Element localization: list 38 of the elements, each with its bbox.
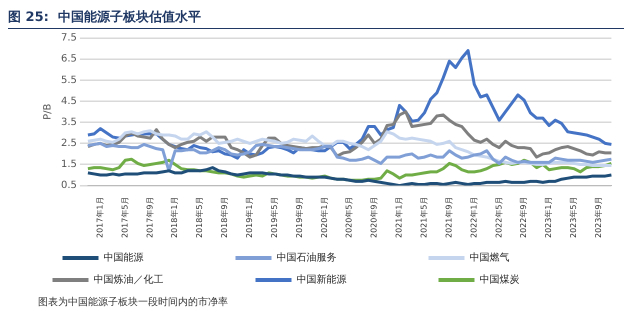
x-tick-label: 2023年1月 <box>544 196 554 238</box>
legend-label: 中国石油服务 <box>276 252 416 264</box>
x-tick-label: 2022年5月 <box>494 196 504 238</box>
x-tick-label: 2017年5月 <box>120 196 130 238</box>
x-tick-label: 2021年1月 <box>394 196 404 238</box>
y-tick-label: 4.5 <box>60 96 77 107</box>
x-tick-label: 2017年1月 <box>95 196 104 238</box>
x-tick-label: 2020年1月 <box>320 196 329 238</box>
x-tick-label: 2020年5月 <box>344 196 354 238</box>
x-tick-label: 2019年9月 <box>294 196 304 238</box>
x-tick-label: 2019年5月 <box>270 196 279 238</box>
y-tick-label: 3.5 <box>60 116 77 128</box>
x-tick-label: 2022年9月 <box>519 196 528 238</box>
y-tick-label: 6.5 <box>60 54 77 65</box>
x-tick-label: 2021年5月 <box>420 196 429 238</box>
x-tick-label: 2019年1月 <box>245 196 254 238</box>
x-tick-label: 2021年9月 <box>444 196 454 238</box>
y-tick-label: 5.5 <box>60 74 77 86</box>
y-tick-label: 1.5 <box>60 159 77 170</box>
legend-label: 中国煤炭 <box>480 274 600 286</box>
y-tick-label: 2.5 <box>60 138 77 149</box>
x-tick-label: 2023年9月 <box>594 196 604 238</box>
legend-label: 中国新能源 <box>296 274 426 286</box>
legend-label: 中国能源 <box>104 252 224 264</box>
x-tick-label: 2022年1月 <box>469 196 478 238</box>
text: 图表为中国能源子板块一段时间内的市净率 <box>37 296 229 309</box>
legend-label: 中国炼油／化工 <box>94 274 244 286</box>
x-tick-label: 2017年9月 <box>145 196 154 238</box>
y-tick-label: 7.5 <box>60 32 77 44</box>
x-tick-label: 2018年1月 <box>170 196 180 238</box>
x-tick-label: 2018年5月 <box>195 196 204 238</box>
x-tick-label: 2023年5月 <box>569 196 578 238</box>
y-axis-title: P/B <box>42 104 54 120</box>
y-tick-label: 0.5 <box>60 180 77 192</box>
chart-title: 图 25: 中国能源子板块估值水平 <box>8 8 624 29</box>
x-tick-label: 2020年9月 <box>370 196 379 238</box>
legend-label: 中国燃气 <box>470 252 590 264</box>
x-tick-label: 2018年9月 <box>220 196 230 238</box>
